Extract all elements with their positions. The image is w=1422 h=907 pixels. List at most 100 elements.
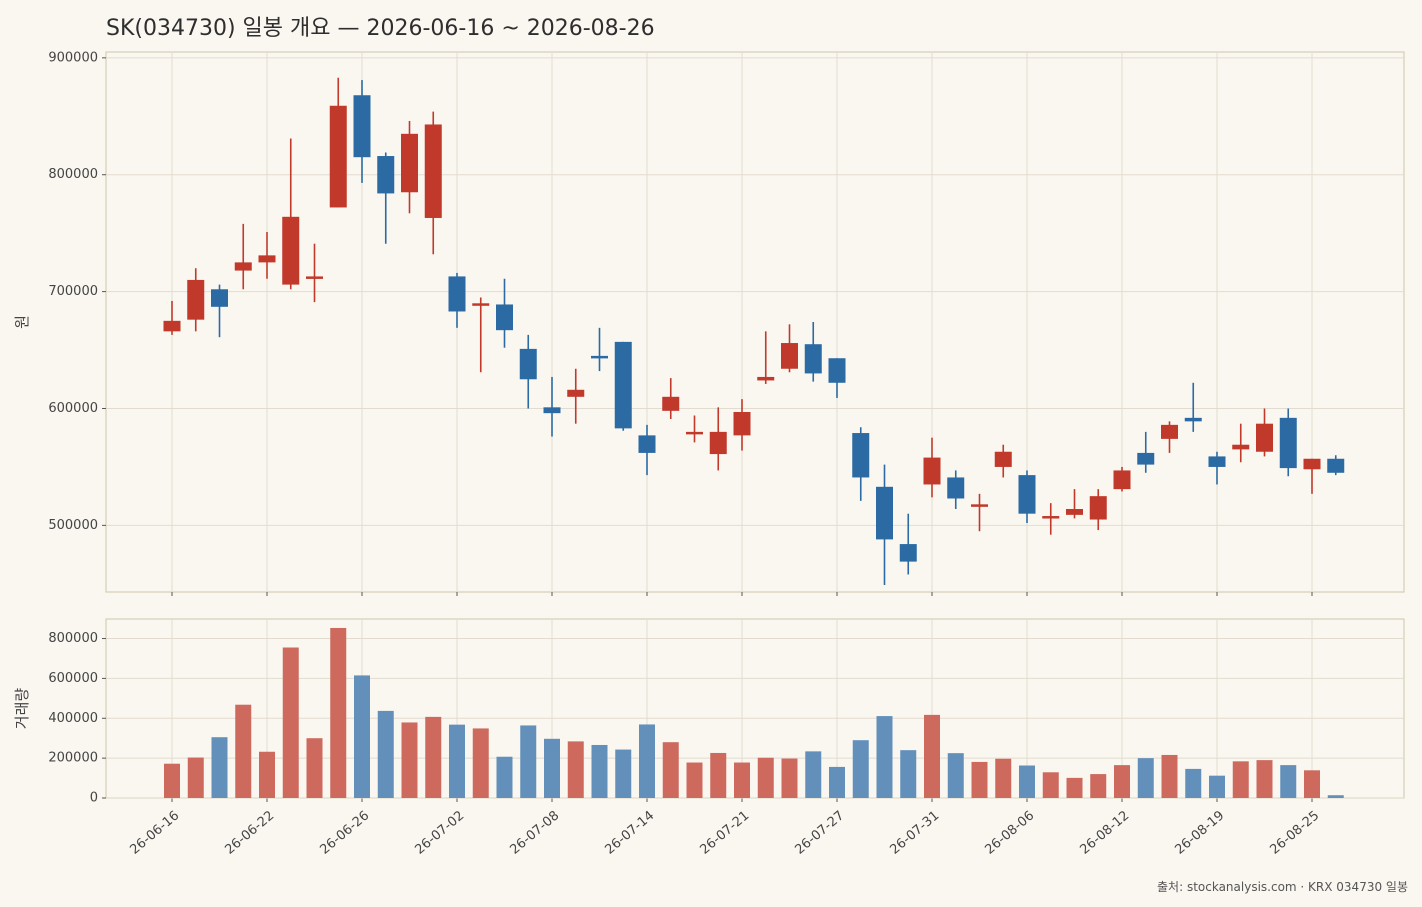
candle-body: [353, 95, 371, 158]
volume-bar: [686, 762, 703, 798]
volume-bar: [805, 751, 822, 798]
volume-bar: [757, 757, 774, 798]
volume-bar: [615, 749, 632, 798]
candle-body: [1042, 516, 1060, 519]
volume-bar: [354, 675, 370, 798]
candle-body: [1184, 417, 1202, 422]
candle-body: [923, 457, 941, 485]
candle-body: [329, 105, 347, 208]
volume-bar: [1066, 777, 1083, 798]
volume-bar: [829, 766, 845, 798]
price-y-tick-label: 700000: [48, 284, 98, 299]
volume-bar: [496, 756, 513, 798]
volume-bar: [306, 738, 323, 798]
candle-body: [282, 216, 300, 285]
volume-bar: [734, 762, 750, 798]
candle-body: [472, 303, 490, 306]
volume-bar: [639, 724, 655, 798]
x-tick-label: 26-07-14: [602, 808, 657, 857]
x-tick-label: 26-08-19: [1172, 808, 1227, 857]
candle-body: [1208, 456, 1226, 467]
x-tick-label: 26-08-12: [1077, 808, 1132, 857]
candle-body: [686, 431, 703, 435]
candle-body: [733, 412, 751, 436]
source-note: 출처: stockanalysis.com · KRX 034730 일봉: [1157, 880, 1408, 894]
volume-bar: [211, 737, 228, 798]
volume-y-tick-label: 400000: [48, 711, 98, 726]
volume-bar: [544, 738, 560, 798]
x-tick-label: 26-06-26: [317, 808, 372, 857]
candle-body: [781, 343, 798, 369]
volume-bar: [1114, 765, 1130, 798]
candle-body: [947, 477, 965, 499]
volume-bar: [187, 757, 204, 798]
volume-bar: [900, 750, 917, 798]
volume-bar: [1232, 761, 1249, 798]
candle-body: [1089, 496, 1107, 520]
volume-bar: [282, 647, 299, 798]
volume-bar: [1137, 758, 1154, 798]
candle-body: [614, 341, 632, 429]
candle-body: [828, 358, 846, 383]
volume-bar: [995, 758, 1012, 798]
volume-bar: [235, 704, 252, 798]
volume-bar: [1042, 772, 1059, 798]
candle-body: [852, 433, 870, 478]
candle-body: [876, 486, 893, 540]
price-y-tick-label: 800000: [48, 167, 98, 182]
volume-bar: [377, 710, 394, 798]
candle-body: [1018, 475, 1036, 514]
volume-bar: [401, 722, 418, 798]
candle-body: [1137, 452, 1155, 465]
candle-body: [1232, 444, 1250, 450]
volume-axis-label: 거래량: [13, 688, 31, 730]
candle-body: [1303, 458, 1321, 470]
volume-bar: [1304, 770, 1320, 798]
volume-bar: [449, 724, 465, 798]
volume-bar: [1161, 754, 1178, 798]
candle-body: [424, 124, 442, 218]
volume-bar: [472, 728, 489, 798]
candle-body: [757, 376, 775, 381]
x-tick-label: 26-08-25: [1267, 808, 1322, 857]
candle-body: [1256, 423, 1273, 452]
volume-bar: [1280, 765, 1297, 798]
candle-body: [377, 156, 395, 194]
volume-bar: [662, 742, 679, 798]
volume-y-tick-label: 600000: [48, 671, 98, 686]
candle-body: [1327, 458, 1345, 473]
candle-body: [591, 355, 608, 359]
price-y-tick-label: 500000: [48, 518, 98, 533]
volume-bar: [781, 758, 798, 798]
chart-title: SK(034730) 일봉 개요 — 2026-06-16 ~ 2026-08-…: [106, 16, 655, 41]
candle-body: [519, 348, 537, 380]
x-tick-label: 26-07-31: [887, 808, 942, 857]
volume-bar: [1090, 774, 1107, 798]
candle-body: [448, 276, 466, 312]
candle-body: [187, 279, 205, 320]
x-tick-label: 26-06-16: [127, 808, 182, 857]
volume-y-tick-label: 200000: [48, 751, 98, 766]
candle-body: [496, 304, 513, 331]
volume-bar: [259, 751, 275, 798]
x-tick-label: 26-07-21: [697, 808, 752, 857]
candle-body: [1279, 417, 1297, 469]
price-y-tick-label: 600000: [48, 401, 98, 416]
candle-body: [211, 289, 228, 307]
x-tick-label: 26-07-02: [412, 808, 467, 857]
price-axis-label: 원: [13, 315, 31, 329]
volume-bar: [924, 714, 940, 798]
candle-body: [994, 451, 1012, 467]
volume-bar: [852, 740, 869, 798]
volume-panel-frame: [105, 618, 1405, 799]
candle-body: [1161, 424, 1178, 439]
candle-body: [971, 504, 988, 507]
candle-body: [543, 407, 561, 414]
candle-body: [662, 396, 680, 411]
volume-bar: [330, 627, 347, 798]
x-tick-label: 26-07-08: [507, 808, 562, 857]
volume-y-tick-label: 0: [90, 791, 98, 806]
volume-bar: [1209, 775, 1225, 798]
volume-bar: [567, 741, 584, 798]
candle-body: [163, 320, 181, 332]
